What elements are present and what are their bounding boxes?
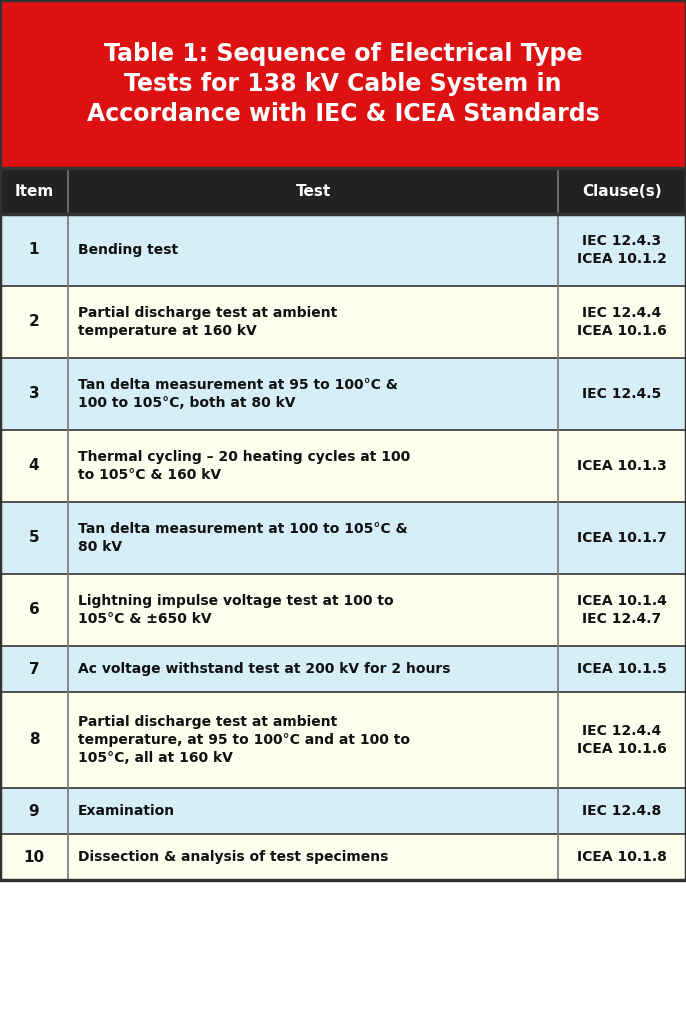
Bar [0,788,686,834]
Text: 5: 5 [29,530,39,546]
Text: Table 1: Sequence of Electrical Type
Tests for 138 kV Cable System in
Accordance: Table 1: Sequence of Electrical Type Tes… [86,42,600,125]
Text: Bending test: Bending test [78,243,178,257]
Text: 2: 2 [29,315,39,329]
Text: IEC 12.4.4
ICEA 10.1.6: IEC 12.4.4 ICEA 10.1.6 [577,306,667,338]
Text: Thermal cycling – 20 heating cycles at 100
to 105°C & 160 kV: Thermal cycling – 20 heating cycles at 1… [78,450,410,482]
Text: 8: 8 [29,732,39,748]
Text: 6: 6 [29,603,39,617]
Bar [0,214,686,286]
Bar [0,168,686,214]
Bar [0,0,686,168]
Text: Tan delta measurement at 100 to 105°C &
80 kV: Tan delta measurement at 100 to 105°C & … [78,522,407,554]
Text: IEC 12.4.5: IEC 12.4.5 [582,387,661,401]
Text: Tan delta measurement at 95 to 100°C &
100 to 105°C, both at 80 kV: Tan delta measurement at 95 to 100°C & 1… [78,378,398,410]
Text: ICEA 10.1.7: ICEA 10.1.7 [577,531,667,545]
Text: Dissection & analysis of test specimens: Dissection & analysis of test specimens [78,850,388,864]
Text: IEC 12.4.3
ICEA 10.1.2: IEC 12.4.3 ICEA 10.1.2 [577,234,667,266]
Text: ICEA 10.1.5: ICEA 10.1.5 [577,662,667,677]
Text: 10: 10 [23,850,45,864]
Text: 9: 9 [29,804,39,818]
Bar [0,0,686,880]
Bar [0,834,686,880]
Text: 4: 4 [29,459,39,473]
Text: 3: 3 [29,386,39,402]
Text: Lightning impulse voltage test at 100 to
105°C & ±650 kV: Lightning impulse voltage test at 100 to… [78,594,394,626]
Text: IEC 12.4.8: IEC 12.4.8 [582,804,661,818]
Bar [0,358,686,430]
Text: ICEA 10.1.3: ICEA 10.1.3 [577,459,667,473]
Bar [0,502,686,574]
Text: IEC 12.4.4
ICEA 10.1.6: IEC 12.4.4 ICEA 10.1.6 [577,724,667,756]
Bar [0,430,686,502]
Text: Examination: Examination [78,804,175,818]
Text: 1: 1 [29,242,39,258]
Text: Item: Item [14,183,54,199]
Text: Ac voltage withstand test at 200 kV for 2 hours: Ac voltage withstand test at 200 kV for … [78,662,451,677]
Bar [0,286,686,358]
Text: Clause(s): Clause(s) [582,183,662,199]
Bar [0,692,686,788]
Text: 7: 7 [29,662,39,677]
Text: ICEA 10.1.8: ICEA 10.1.8 [577,850,667,864]
Text: Partial discharge test at ambient
temperature at 160 kV: Partial discharge test at ambient temper… [78,306,338,338]
Text: Partial discharge test at ambient
temperature, at 95 to 100°C and at 100 to
105°: Partial discharge test at ambient temper… [78,715,410,766]
Text: ICEA 10.1.4
IEC 12.4.7: ICEA 10.1.4 IEC 12.4.7 [577,594,667,626]
Text: Test: Test [296,183,331,199]
Bar [0,646,686,692]
Bar [0,574,686,646]
